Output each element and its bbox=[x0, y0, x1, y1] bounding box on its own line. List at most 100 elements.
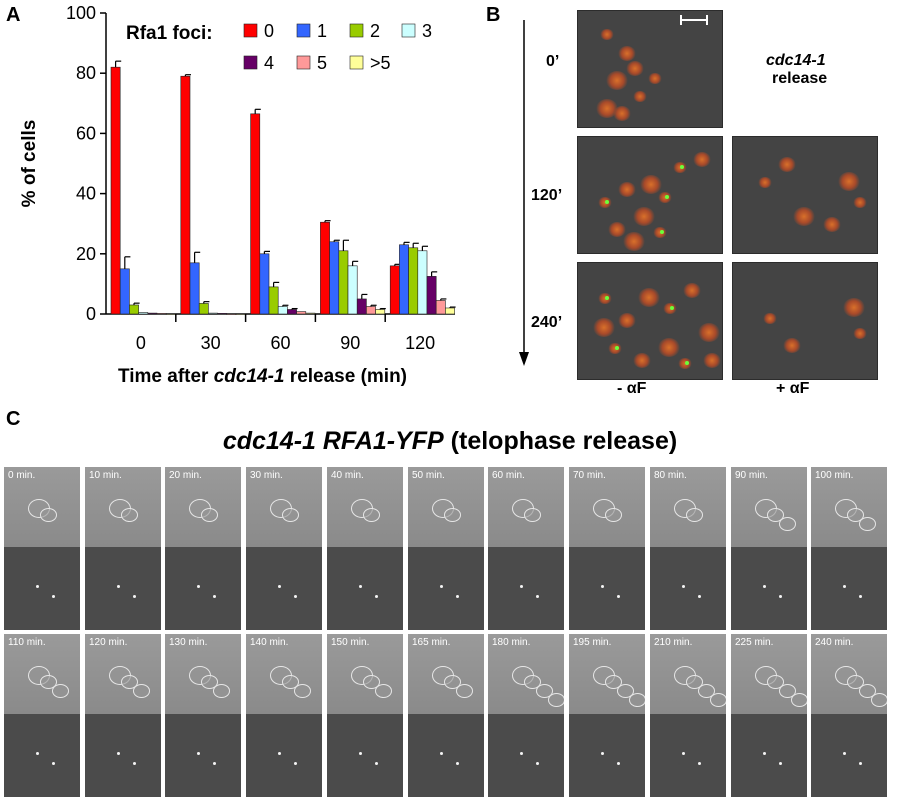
yeast-cell bbox=[524, 508, 541, 522]
timelapse-frame: 130 min. bbox=[165, 634, 241, 797]
legend-label-5: 5 bbox=[317, 53, 327, 73]
frame-time-label: 50 min. bbox=[412, 470, 445, 481]
fluorescence-image bbox=[488, 547, 564, 630]
yeast-cell bbox=[536, 684, 553, 698]
frame-time-label: 80 min. bbox=[654, 470, 687, 481]
rfa1-focus bbox=[779, 762, 782, 765]
yeast-cell bbox=[213, 684, 230, 698]
rfa1-focus bbox=[617, 762, 620, 765]
x-tick-label-90: 90 bbox=[340, 333, 360, 353]
bar-60-series->5 bbox=[305, 312, 316, 315]
rfa1-focus bbox=[520, 585, 523, 588]
rfa1-focus bbox=[294, 595, 297, 598]
rfa1-focus bbox=[779, 595, 782, 598]
cell-blob bbox=[606, 71, 628, 90]
rfa1-focus bbox=[375, 762, 378, 765]
frame-time-label: 195 min. bbox=[573, 637, 612, 648]
legend-swatch-3 bbox=[401, 23, 416, 38]
x-tick-label-0: 0 bbox=[136, 333, 146, 353]
time-arrow bbox=[519, 20, 529, 366]
timelapse-frame: 80 min. bbox=[650, 467, 726, 630]
frame-time-label: 210 min. bbox=[654, 637, 693, 648]
timelapse-frame: 90 min. bbox=[731, 467, 807, 630]
rfa1-focus bbox=[197, 752, 200, 755]
cell-blob bbox=[793, 207, 815, 226]
yeast-cell bbox=[779, 684, 796, 698]
bar-90-series->5 bbox=[375, 309, 386, 315]
legend-swatch-0 bbox=[243, 23, 258, 38]
minus-alpha-factor-label: - αF bbox=[617, 380, 647, 397]
yeast-cell bbox=[121, 675, 138, 689]
yeast-cell bbox=[40, 508, 57, 522]
release-label: release bbox=[772, 70, 828, 87]
y-tick-label-100: 100 bbox=[66, 3, 96, 23]
timelapse-frame: 30 min. bbox=[246, 467, 322, 630]
rfa1-focus bbox=[359, 752, 362, 755]
cell-blob bbox=[648, 73, 662, 84]
frame-time-label: 225 min. bbox=[735, 637, 774, 648]
legend-swatch->5 bbox=[349, 55, 364, 70]
fluorescence-image bbox=[85, 547, 161, 630]
bar-30-series->5 bbox=[235, 313, 246, 315]
yeast-cell bbox=[686, 675, 703, 689]
bar-30-series-4 bbox=[217, 313, 228, 315]
fluorescence-image bbox=[811, 714, 887, 797]
cell-blob bbox=[758, 177, 772, 188]
bar-0-series-1 bbox=[119, 268, 130, 315]
yeast-cell bbox=[847, 675, 864, 689]
rfa1-focus bbox=[682, 585, 685, 588]
cell-blob bbox=[838, 172, 860, 191]
rfa1-focus bbox=[440, 585, 443, 588]
yeast-cell bbox=[524, 675, 541, 689]
yeast-cell bbox=[617, 684, 634, 698]
fluorescence-image bbox=[569, 714, 645, 797]
yeast-cell bbox=[201, 675, 218, 689]
y-tick-label-0: 0 bbox=[86, 304, 96, 324]
yeast-cell bbox=[791, 693, 807, 707]
release-gene-label: cdc14-1 bbox=[766, 52, 826, 69]
cell-blob bbox=[618, 313, 636, 328]
fluorescence-image bbox=[650, 547, 726, 630]
yeast-cell bbox=[40, 675, 57, 689]
green-focus bbox=[615, 346, 619, 350]
yeast-cell bbox=[767, 508, 784, 522]
cell-blob bbox=[600, 29, 614, 40]
bar-120-series-3 bbox=[417, 250, 428, 315]
yeast-cell bbox=[294, 684, 311, 698]
fluorescence-image bbox=[569, 547, 645, 630]
rfa1-focus bbox=[36, 585, 39, 588]
timelapse-frame: 70 min. bbox=[569, 467, 645, 630]
plus-alpha-factor-label: + αF bbox=[776, 380, 810, 397]
scale-bar bbox=[680, 15, 708, 25]
time-label-120: 120’ bbox=[531, 187, 563, 204]
rfa1-focus bbox=[601, 585, 604, 588]
yeast-cell bbox=[201, 508, 218, 522]
time-label-240: 240’ bbox=[531, 314, 563, 331]
rfa1-focus bbox=[859, 595, 862, 598]
fluorescence-image bbox=[408, 714, 484, 797]
y-tick-label-20: 20 bbox=[76, 244, 96, 264]
legend-label-1: 1 bbox=[317, 21, 327, 41]
bar-90-series-4 bbox=[356, 298, 367, 315]
cell-blob bbox=[853, 328, 867, 339]
rfa1-focus bbox=[763, 585, 766, 588]
x-tick-label-120: 120 bbox=[405, 333, 435, 353]
green-focus bbox=[685, 361, 689, 365]
panel-c-letter: C bbox=[6, 408, 21, 430]
fluorescence-image bbox=[327, 714, 403, 797]
timelapse-frame: 210 min. bbox=[650, 634, 726, 797]
rfa1-focus bbox=[359, 585, 362, 588]
yeast-cell bbox=[52, 684, 69, 698]
legend-swatch-2 bbox=[349, 23, 364, 38]
rfa1-focus bbox=[278, 585, 281, 588]
x-axis-label-part: release (min) bbox=[285, 366, 408, 387]
bar-0-series-3 bbox=[138, 312, 149, 315]
yeast-cell bbox=[686, 508, 703, 522]
timelapse-frame: 100 min. bbox=[811, 467, 887, 630]
yeast-cell bbox=[363, 508, 380, 522]
fluorescence-image bbox=[246, 714, 322, 797]
yeast-cell bbox=[444, 675, 461, 689]
yeast-cell bbox=[605, 508, 622, 522]
micrograph-0min bbox=[577, 10, 723, 128]
